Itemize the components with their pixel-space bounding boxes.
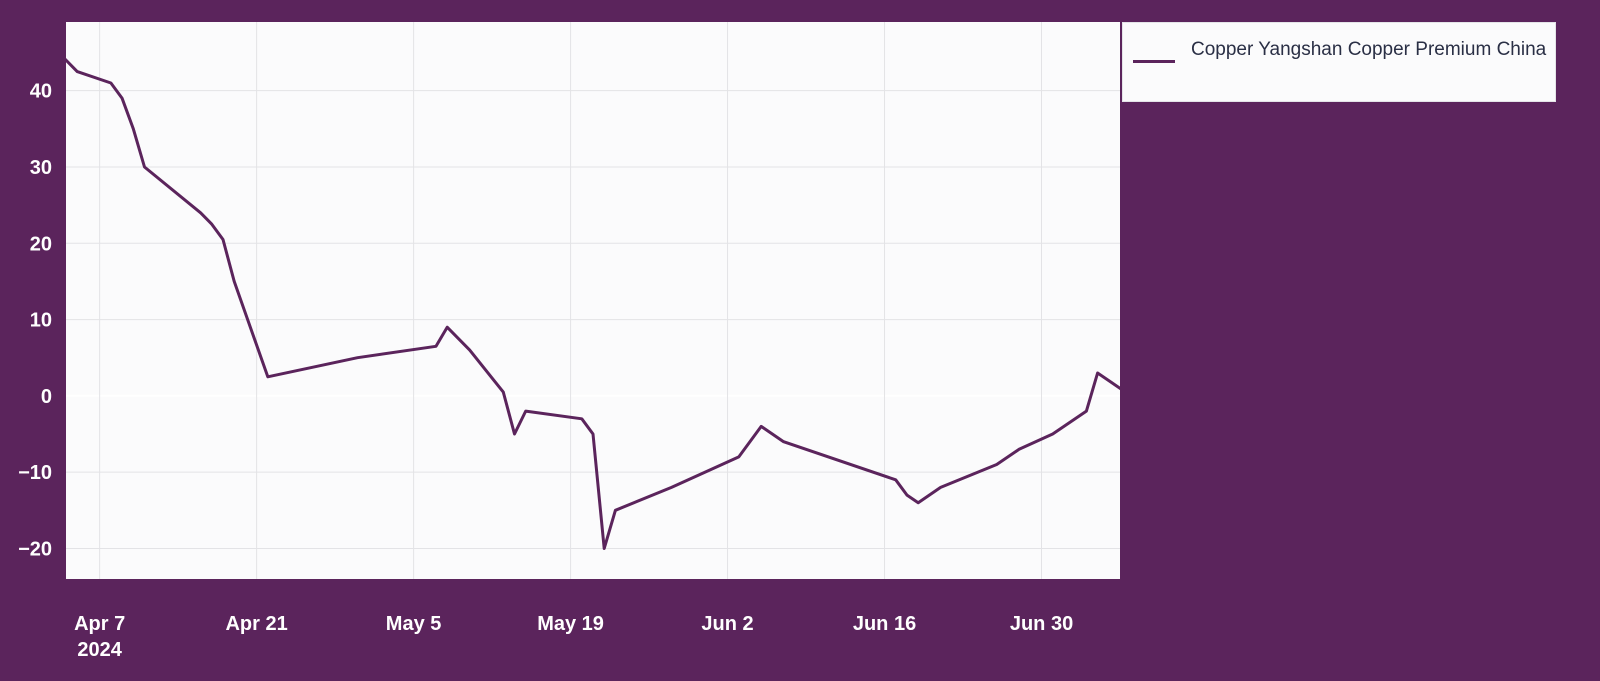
series-layer xyxy=(55,49,1131,550)
x-tick-label: Jun 16 xyxy=(853,613,916,635)
x-tick-sublabel: 2024 xyxy=(77,639,122,661)
y-tick-label: 40 xyxy=(30,81,52,103)
x-axis: Apr 7 2024 Apr 21 May 5 May 19 Jun 2 Jun 16 Jun… xyxy=(74,613,1073,661)
legend[interactable]: Copper Yangshan Copper Premium China xyxy=(1122,22,1556,102)
x-tick-label: Apr 21 xyxy=(225,613,287,635)
x-tick-label: May 5 xyxy=(386,613,442,635)
grid-lines xyxy=(66,22,1120,579)
y-tick-label: 30 xyxy=(30,157,52,179)
series-line[interactable] xyxy=(55,49,1131,550)
x-tick-label: Apr 7 xyxy=(74,613,125,635)
y-tick-label: −10 xyxy=(18,462,52,484)
y-tick-label: 20 xyxy=(30,233,52,255)
y-tick-label: 10 xyxy=(30,310,52,332)
y-tick-label: −20 xyxy=(18,538,52,560)
plot-area xyxy=(66,22,1120,579)
y-tick-label: 0 xyxy=(41,386,52,408)
legend-label[interactable]: Copper Yangshan Copper Premium China xyxy=(1191,39,1547,60)
x-tick-label: May 19 xyxy=(537,613,604,635)
x-tick-label: Jun 30 xyxy=(1010,613,1073,635)
y-axis: 40 30 20 10 0 −10 −20 xyxy=(18,81,52,561)
legend-swatch xyxy=(1133,60,1175,63)
x-tick-label: Jun 2 xyxy=(701,613,753,635)
